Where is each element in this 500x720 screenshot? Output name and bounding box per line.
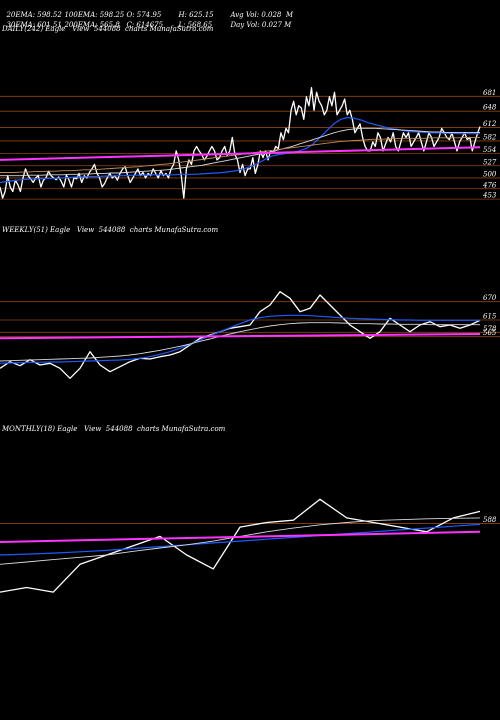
daily-y-tick-label: 453 xyxy=(482,192,497,200)
weekly-y-tick-label: 615 xyxy=(483,313,497,321)
daily-y-tick-label: 554 xyxy=(483,146,496,154)
open-readout: O: 574.95 xyxy=(126,11,162,19)
ema100-readout: 100EMA: 598.25 xyxy=(64,11,125,19)
weekly-ema-slow-line xyxy=(0,322,480,362)
header-row-2: 30EMA: 601.51 200EMA: 565.8 C: 614675 L: 56… xyxy=(2,12,291,30)
header-row-1: 20EMA: 598.52 100EMA: 598.25 O: 574.95 H: 6… xyxy=(2,2,293,20)
daily-y-tick-label: 612 xyxy=(483,120,497,128)
monthly-y-tick-label: 588 xyxy=(483,516,497,524)
daily-y-tick-label: 500 xyxy=(483,170,497,178)
daily-ema-long-line xyxy=(0,136,480,173)
ema200-readout: 200EMA: 565.8 xyxy=(64,21,120,29)
daily-y-tick-label: 527 xyxy=(483,158,497,166)
avgvol-readout: Avg Vol: 0.028 M xyxy=(230,11,293,19)
weekly-price-line xyxy=(0,291,481,379)
daily-y-tick-label: 476 xyxy=(482,181,497,189)
weekly-ema-fast-line xyxy=(0,314,480,364)
daily-ema-slow-line xyxy=(0,127,480,177)
weekly-y-tick-label: 578 xyxy=(483,325,497,333)
ema30-readout: 30EMA: 601.51 xyxy=(6,21,62,29)
weekly-y-tick-label: 565 xyxy=(483,329,497,337)
daily-y-tick-label: 681 xyxy=(483,89,496,97)
dayvol-readout: Day Vol: 0.027 M xyxy=(230,21,292,29)
weekly-trendline-line xyxy=(0,333,481,340)
low-readout: L: 568.65 xyxy=(178,21,213,29)
daily-y-tick-label: 648 xyxy=(483,104,497,112)
weekly-y-tick-label: 670 xyxy=(483,294,497,302)
daily-price-line xyxy=(0,87,481,199)
daily-y-tick-label: 582 xyxy=(483,133,497,141)
daily-trendline-line xyxy=(0,146,481,161)
monthly-trendline-line xyxy=(0,530,481,543)
monthly-panel-label: MONTHLY(18) Eagle View 544088 charts Mun… xyxy=(2,425,226,433)
monthly-ema-fast-line xyxy=(0,523,481,556)
monthly-price-line xyxy=(0,498,481,593)
close-readout: C: 614675 xyxy=(126,21,164,29)
daily-panel-label: DAILY(242) Eagle View 544088 charts Muna… xyxy=(2,25,214,33)
high-readout: H: 625.15 xyxy=(178,11,214,19)
ema20-readout: 20EMA: 598.52 xyxy=(6,11,62,19)
weekly-panel-label: WEEKLY(51) Eagle View 544088 charts Muna… xyxy=(2,226,219,234)
